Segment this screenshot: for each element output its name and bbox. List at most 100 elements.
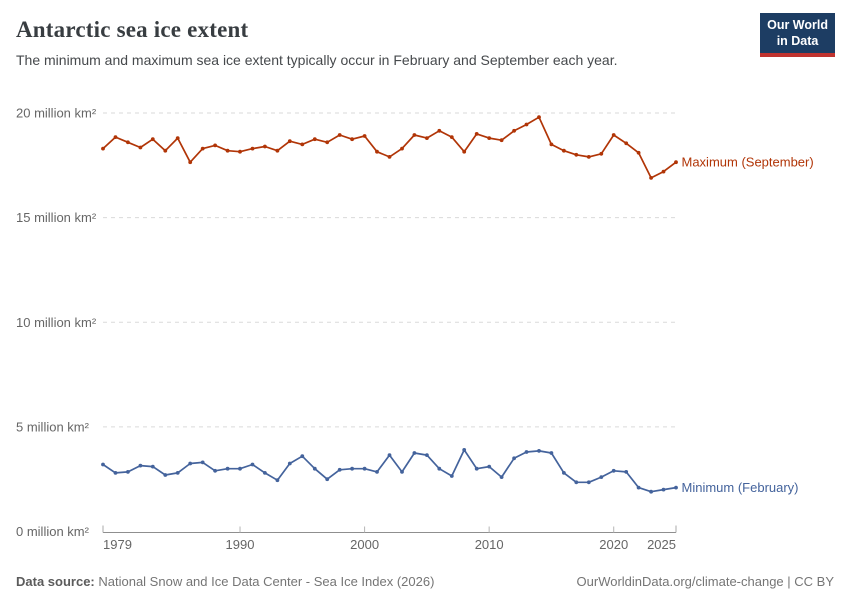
maximum-data-point-2002[interactable] xyxy=(387,155,392,159)
maximum-data-point-2004[interactable] xyxy=(412,133,417,137)
maximum-data-point-2008[interactable] xyxy=(462,149,467,154)
minimum-data-point-2023[interactable] xyxy=(649,489,653,494)
maximum-data-point-2020[interactable] xyxy=(611,133,616,137)
chart-subtitle: The minimum and maximum sea ice extent t… xyxy=(16,52,618,68)
minimum-data-point-2017[interactable] xyxy=(574,480,579,485)
owid-logo-line1: Our World xyxy=(767,18,828,32)
maximum-data-point-1987[interactable] xyxy=(200,146,205,151)
minimum-data-point-2012[interactable] xyxy=(512,456,516,461)
maximum-data-point-2024[interactable] xyxy=(661,169,666,174)
maximum-data-point-2016[interactable] xyxy=(562,148,566,153)
maximum-data-point-2009[interactable] xyxy=(474,132,479,136)
maximum-data-point-1990[interactable] xyxy=(238,149,242,154)
maximum-data-point-1996[interactable] xyxy=(312,137,317,142)
minimum-data-point-2008[interactable] xyxy=(462,448,467,452)
maximum-data-point-2019[interactable] xyxy=(599,151,604,156)
minimum-data-point-2011[interactable] xyxy=(499,475,504,479)
maximum-data-point-2023[interactable] xyxy=(649,176,653,180)
minimum-data-point-2022[interactable] xyxy=(636,485,641,490)
minimum-data-point-2020[interactable] xyxy=(611,468,616,473)
minimum-data-point-2010[interactable] xyxy=(487,464,492,469)
minimum-data-point-1997[interactable] xyxy=(325,477,330,482)
minimum-data-point-2000[interactable] xyxy=(362,466,367,471)
maximum-data-point-2015[interactable] xyxy=(549,142,554,147)
maximum-data-point-1997[interactable] xyxy=(325,140,330,145)
minimum-data-point-2014[interactable] xyxy=(537,449,541,453)
minimum-data-point-2015[interactable] xyxy=(549,451,554,455)
maximum-data-point-2014[interactable] xyxy=(537,115,541,120)
minimum-data-point-2021[interactable] xyxy=(624,470,629,474)
minimum-data-point-1979[interactable] xyxy=(101,462,105,467)
maximum-data-point-1989[interactable] xyxy=(225,148,230,153)
maximum-data-point-1986[interactable] xyxy=(188,160,193,165)
maximum-data-point-2025[interactable] xyxy=(674,160,678,165)
minimum-data-point-1990[interactable] xyxy=(238,466,242,471)
maximum-data-point-1994[interactable] xyxy=(287,139,292,144)
maximum-data-point-2006[interactable] xyxy=(437,128,442,133)
maximum-data-point-2010[interactable] xyxy=(487,136,492,141)
maximum-data-point-1999[interactable] xyxy=(350,137,354,142)
maximum-data-point-1991[interactable] xyxy=(250,146,255,151)
maximum-data-point-1984[interactable] xyxy=(163,148,168,153)
minimum-data-point-1980[interactable] xyxy=(113,471,118,475)
maximum-data-point-1982[interactable] xyxy=(138,145,143,150)
maximum-data-point-2022[interactable] xyxy=(636,150,641,155)
minimum-data-point-1991[interactable] xyxy=(250,462,255,467)
minimum-data-point-1988[interactable] xyxy=(213,468,218,473)
maximum-data-point-1981[interactable] xyxy=(126,140,130,145)
minimum-data-point-2007[interactable] xyxy=(449,474,454,478)
maximum-data-point-1998[interactable] xyxy=(337,133,342,137)
series-label-maximum[interactable]: Maximum (September) xyxy=(682,155,814,170)
maximum-data-point-1983[interactable] xyxy=(150,137,155,142)
minimum-data-point-1981[interactable] xyxy=(126,470,130,474)
maximum-data-point-2018[interactable] xyxy=(586,155,591,159)
maximum-data-point-2012[interactable] xyxy=(512,128,516,133)
maximum-data-point-2021[interactable] xyxy=(624,141,629,146)
minimum-data-point-2024[interactable] xyxy=(661,487,666,492)
minimum-data-point-2013[interactable] xyxy=(524,450,529,454)
minimum-data-point-1996[interactable] xyxy=(312,466,317,471)
minimum-data-point-1983[interactable] xyxy=(150,464,155,469)
minimum-data-point-1993[interactable] xyxy=(275,478,280,483)
minimum-data-point-2001[interactable] xyxy=(375,470,379,474)
maximum-data-point-2007[interactable] xyxy=(449,135,454,140)
minimum-data-point-1987[interactable] xyxy=(200,460,205,465)
maximum-data-point-1988[interactable] xyxy=(213,143,218,148)
maximum-data-point-2013[interactable] xyxy=(524,122,529,127)
minimum-data-point-2016[interactable] xyxy=(562,471,566,475)
minimum-data-point-2004[interactable] xyxy=(412,451,417,455)
minimum-data-point-1984[interactable] xyxy=(163,473,168,477)
minimum-data-point-1994[interactable] xyxy=(287,461,292,466)
maximum-data-point-1979[interactable] xyxy=(101,146,105,151)
minimum-data-point-2025[interactable] xyxy=(674,485,678,490)
minimum-data-point-2005[interactable] xyxy=(425,453,429,457)
minimum-data-point-1989[interactable] xyxy=(225,466,230,471)
maximum-data-point-1985[interactable] xyxy=(175,136,180,141)
minimum-data-point-1986[interactable] xyxy=(188,461,193,466)
maximum-data-point-2001[interactable] xyxy=(375,149,379,154)
maximum-data-point-2000[interactable] xyxy=(362,134,367,138)
minimum-data-point-2002[interactable] xyxy=(387,453,392,457)
minimum-data-point-1999[interactable] xyxy=(350,466,354,471)
maximum-data-point-1993[interactable] xyxy=(275,148,280,153)
minimum-data-point-1995[interactable] xyxy=(300,454,305,459)
maximum-data-point-2005[interactable] xyxy=(425,136,429,141)
minimum-data-point-2018[interactable] xyxy=(586,480,591,485)
minimum-data-point-1982[interactable] xyxy=(138,463,143,468)
owid-logo[interactable]: Our World in Data xyxy=(760,13,835,58)
minimum-data-point-1985[interactable] xyxy=(175,471,180,475)
maximum-data-point-1995[interactable] xyxy=(300,142,305,147)
minimum-data-point-2003[interactable] xyxy=(400,470,404,474)
maximum-data-point-1992[interactable] xyxy=(263,144,267,149)
minimum-data-point-1992[interactable] xyxy=(263,471,267,475)
maximum-data-point-2003[interactable] xyxy=(400,146,404,151)
maximum-data-point-2017[interactable] xyxy=(574,152,579,157)
maximum-data-point-2011[interactable] xyxy=(499,138,504,143)
credit-link[interactable]: OurWorldinData.org/climate-change | CC B… xyxy=(576,574,834,589)
series-label-minimum[interactable]: Minimum (February) xyxy=(682,480,799,495)
minimum-data-point-2006[interactable] xyxy=(437,466,442,471)
minimum-data-point-2019[interactable] xyxy=(599,475,604,479)
minimum-data-point-1998[interactable] xyxy=(337,467,342,472)
maximum-data-point-1980[interactable] xyxy=(113,135,118,140)
minimum-data-point-2009[interactable] xyxy=(474,466,479,471)
